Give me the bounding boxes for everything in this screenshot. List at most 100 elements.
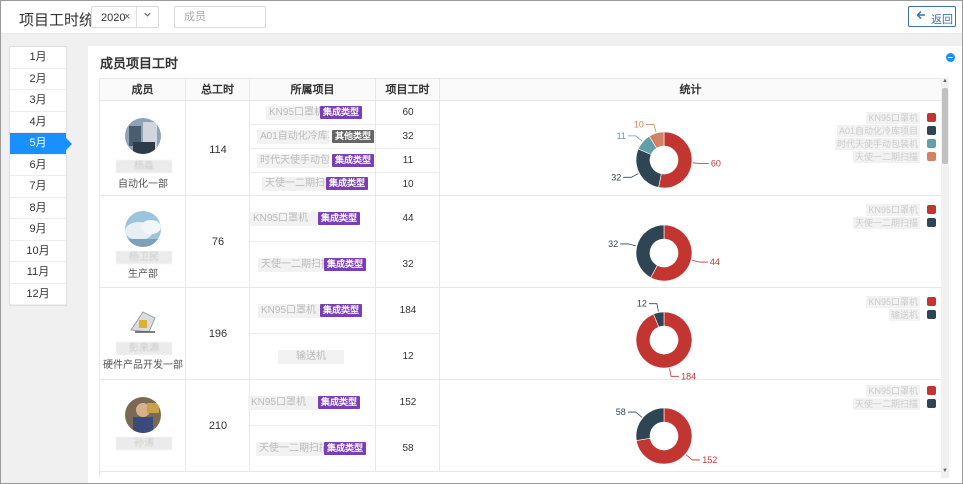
member-search-input[interactable] <box>174 6 266 28</box>
avatar <box>125 302 161 338</box>
donut-slice[interactable] <box>658 131 693 189</box>
member-total-hours: 196 <box>208 328 228 340</box>
data-label: 11 <box>617 131 626 141</box>
month-item-9[interactable]: 9月 <box>10 219 66 241</box>
project-tag: 集成类型 <box>324 442 367 455</box>
month-item-8[interactable]: 8月 <box>10 198 66 219</box>
scroll-down-icon[interactable]: ▼ <box>942 468 948 474</box>
month-item-10[interactable]: 10月 <box>10 241 66 262</box>
legend-label: KN95口罩机 <box>866 385 920 397</box>
data-label: 152 <box>702 455 717 465</box>
project-row: KN95口罩机 集成类型 <box>250 196 376 242</box>
legend-swatch <box>927 152 936 161</box>
project-tag: 集成类型 <box>318 396 361 409</box>
project-name: KN95口罩机 <box>250 212 322 226</box>
table-row: 孙涛 210 KN95口罩机 集成类型 天使一二期扫描 集成类型 152 58 … <box>100 380 941 472</box>
table-row: 杨卫民 生产部 76 KN95口罩机 集成类型 天使一二期扫描 集成类型 44 … <box>100 196 941 288</box>
legend-swatch <box>927 126 936 135</box>
total-cell <box>186 101 250 195</box>
donut-slice[interactable] <box>635 407 665 441</box>
collapse-icon[interactable] <box>946 53 955 62</box>
select-divider <box>136 7 137 27</box>
project-tag: 集成类型 <box>320 304 363 317</box>
label-line <box>627 135 643 142</box>
chevron-down-icon[interactable] <box>143 10 152 22</box>
table-header: 成员 总工时 所属项目 项目工时 统计 <box>100 78 941 101</box>
vertical-scrollbar[interactable]: ▲ ▼ <box>941 78 949 478</box>
project-tag: 集成类型 <box>332 154 375 167</box>
data-label: 12 <box>637 299 647 309</box>
legend-swatch <box>927 205 936 214</box>
member-cell <box>100 196 186 287</box>
table-row: 杨淼 自动化一部 114 KN95口罩机 集成类型 A01自动化冷库项目 其他类… <box>100 101 941 196</box>
donut-chart-cell: 60 32 11 10 KN95口罩机 A01自动化冷库项目 时代天使手动包装机 天使… <box>440 101 941 196</box>
donut-chart: 60 32 11 10 <box>611 119 721 189</box>
donut-slice[interactable] <box>653 311 665 328</box>
project-tag: 其他类型 <box>332 130 375 143</box>
project-name: A01自动化冷库项目 <box>257 130 329 144</box>
month-item-11[interactable]: 11月 <box>10 262 66 284</box>
member-name: 杨淼 <box>116 160 172 173</box>
legend-swatch <box>927 139 936 148</box>
member-cell <box>100 288 186 379</box>
label-line <box>692 162 709 164</box>
label-line <box>692 259 708 263</box>
col-header-project: 所属项目 <box>250 79 376 101</box>
legend-swatch <box>927 310 936 319</box>
project-hours: 12 <box>402 351 414 362</box>
data-label: 58 <box>616 407 626 417</box>
donut-slice[interactable] <box>636 407 693 465</box>
legend-label: A01自动化冷库项目 <box>836 125 920 137</box>
member-hours-panel: 成员项目工时 成员 总工时 所属项目 项目工时 统计 杨淼 自动化一部 <box>88 46 962 483</box>
donut-slice[interactable] <box>635 224 665 279</box>
donut-chart: 44 32 <box>608 224 720 282</box>
project-hours: 32 <box>376 125 440 149</box>
data-label: 32 <box>611 172 621 182</box>
month-item-6[interactable]: 6月 <box>10 155 66 176</box>
project-hours: 10 <box>402 179 414 190</box>
month-item-1[interactable]: 1月 <box>10 47 66 69</box>
scroll-thumb[interactable] <box>942 88 948 164</box>
project-tag: 集成类型 <box>318 212 361 225</box>
month-item-4[interactable]: 4月 <box>10 112 66 133</box>
donut-slice[interactable] <box>635 148 662 188</box>
clear-icon[interactable]: × <box>124 11 131 23</box>
back-button[interactable]: 返回 <box>908 6 956 27</box>
back-button-label: 返回 <box>931 14 953 26</box>
legend-label: 输送机 <box>888 309 920 321</box>
project-name: 输送机 <box>278 350 344 364</box>
month-item-7[interactable]: 7月 <box>10 176 66 198</box>
member-cell <box>100 101 186 195</box>
member-total-hours: 76 <box>211 236 225 248</box>
project-row: 天使一二期扫描 集成类型 <box>250 242 376 288</box>
member-name: 杨卫民 <box>116 251 172 264</box>
donut-slice[interactable] <box>635 311 693 369</box>
member-dept: 硬件产品开发一部 <box>103 360 183 371</box>
project-name: 天使一二期扫描 <box>256 442 324 456</box>
month-item-2[interactable]: 2月 <box>10 69 66 90</box>
scroll-up-icon[interactable]: ▲ <box>942 78 948 84</box>
legend-swatch <box>927 297 936 306</box>
donut-slice[interactable] <box>650 224 693 282</box>
col-header-stats: 统计 <box>440 79 941 101</box>
label-line <box>627 411 643 418</box>
project-name: KN95口罩机 <box>266 106 322 120</box>
legend-swatch <box>927 386 936 395</box>
project-row: A01自动化冷库项目 其他类型 <box>250 125 376 149</box>
year-select[interactable]: 2020 × <box>91 6 159 28</box>
member-name: 孙涛 <box>116 437 172 450</box>
member-total-hours: 114 <box>209 144 227 156</box>
month-item-5[interactable]: 5月 <box>10 133 72 155</box>
project-hours: 152 <box>376 380 440 426</box>
donut-slice[interactable] <box>648 131 665 149</box>
month-item-12[interactable]: 12月 <box>10 284 66 305</box>
project-tag: 集成类型 <box>320 106 363 119</box>
avatar <box>125 397 161 433</box>
month-item-3[interactable]: 3月 <box>10 90 66 112</box>
label-line <box>645 124 657 133</box>
data-label: 10 <box>634 119 644 129</box>
label-line <box>685 454 701 461</box>
legend-label: KN95口罩机 <box>866 296 920 308</box>
donut-chart-cell: 152 58 KN95口罩机 天使一二期扫描 <box>440 380 941 472</box>
col-header-total: 总工时 <box>186 79 250 101</box>
